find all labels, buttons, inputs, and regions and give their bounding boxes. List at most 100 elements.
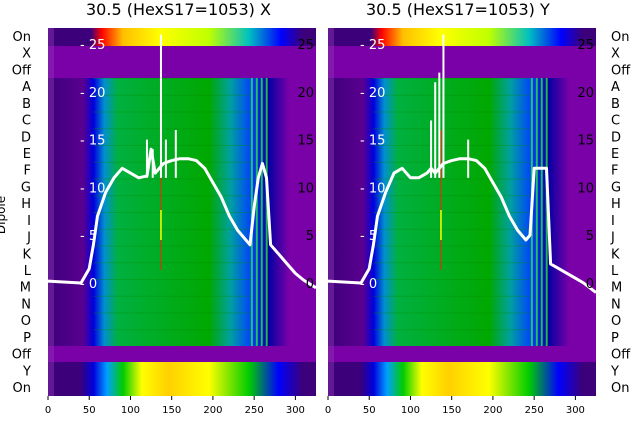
x-tick-label: 50 xyxy=(363,405,376,416)
row-stripe xyxy=(93,78,251,79)
row-stripe xyxy=(373,228,531,230)
y-tick-label: 10 xyxy=(297,181,314,196)
row-stripe xyxy=(93,312,251,314)
band-y-off xyxy=(48,46,316,78)
profile-line xyxy=(47,147,317,290)
y-tick-label-inner: - 25 xyxy=(360,38,385,53)
row-label: F xyxy=(24,164,31,179)
y-tick-label-inner: - 5 xyxy=(360,229,377,244)
row-stripe xyxy=(93,212,251,213)
row-label: C xyxy=(22,114,31,129)
x-tick-label: 200 xyxy=(203,405,222,416)
row-stripe xyxy=(93,94,251,96)
y-tick-label-inner: - 20 xyxy=(80,86,105,101)
row-stripe xyxy=(373,161,531,163)
x-tick-label: 300 xyxy=(566,405,585,416)
row-label: Y xyxy=(22,364,31,379)
band-y-off xyxy=(328,46,596,78)
row-label: L xyxy=(24,264,32,279)
band-dipoles xyxy=(48,78,316,346)
band-on-top xyxy=(328,28,596,46)
row-label: O xyxy=(21,314,31,329)
row-stripe xyxy=(93,329,251,331)
row-label: J xyxy=(610,231,615,246)
y-tick-label-inner: - 10 xyxy=(360,181,385,196)
row-stripe xyxy=(373,262,531,264)
row-stripe xyxy=(373,178,531,180)
row-label: X xyxy=(22,47,31,62)
row-label: On xyxy=(611,30,629,45)
row-stripe xyxy=(93,262,251,264)
x-tick-label: 250 xyxy=(525,405,544,416)
x-tick-label: 300 xyxy=(286,405,305,416)
row-label: A xyxy=(611,80,620,95)
row-stripe xyxy=(373,329,531,331)
row-label: M xyxy=(20,281,31,296)
row-label: I xyxy=(611,214,615,229)
row-label: Off xyxy=(12,348,32,363)
x-tick-label: 200 xyxy=(483,405,502,416)
y-tick-label-inner: - 25 xyxy=(80,38,105,53)
x-tick-label: 100 xyxy=(401,405,420,416)
y-tick-label: 15 xyxy=(577,134,594,149)
row-label: K xyxy=(22,247,31,262)
row-label: C xyxy=(611,114,620,129)
band-on-bottom xyxy=(328,362,596,396)
y-tick-label: 25 xyxy=(297,38,314,53)
row-label: B xyxy=(22,97,31,112)
row-stripe xyxy=(93,245,251,247)
row-label: H xyxy=(21,197,31,212)
row-stripe xyxy=(373,295,531,297)
y-tick-label: 5 xyxy=(306,229,314,244)
row-label: On xyxy=(13,381,31,396)
row-stripe xyxy=(93,145,251,146)
row-label: M xyxy=(611,281,622,296)
row-label: Off xyxy=(12,63,32,78)
y-tick-label: 20 xyxy=(577,86,594,101)
y-tick-label-inner: - 0 xyxy=(80,277,97,292)
row-stripe xyxy=(373,94,531,96)
band-on-top xyxy=(48,28,316,46)
row-label: G xyxy=(611,180,621,195)
x-tick-label: 50 xyxy=(83,405,96,416)
row-label: On xyxy=(611,381,629,396)
y-tick-label-inner: - 15 xyxy=(80,134,105,149)
row-stripe xyxy=(93,178,251,180)
row-label: E xyxy=(23,147,31,162)
row-label: E xyxy=(611,147,619,162)
bright-strip xyxy=(250,78,253,346)
row-stripe xyxy=(93,195,251,197)
bright-strip xyxy=(535,78,538,346)
bright-strip xyxy=(545,78,548,346)
row-label: Off xyxy=(611,63,631,78)
edge-strip xyxy=(48,28,54,396)
band-off-bottom xyxy=(328,346,596,362)
y-tick-label: 0 xyxy=(586,277,594,292)
row-label: D xyxy=(21,130,31,145)
row-label: D xyxy=(611,130,621,145)
row-label: L xyxy=(611,264,619,279)
row-label: F xyxy=(611,164,618,179)
profile-line xyxy=(327,157,597,294)
row-label: N xyxy=(21,297,31,312)
panel-y: 0 - 0 5 - 5 10 - 10 15 - 15 20 - 20 25 - 25 0 50 100 15… xyxy=(325,28,631,416)
row-label: J xyxy=(26,231,31,246)
y-tick-label-inner: - 10 xyxy=(80,181,105,196)
bright-strip xyxy=(255,78,258,346)
y-tick-label-inner: - 5 xyxy=(80,229,97,244)
row-stripe xyxy=(93,111,251,113)
x-tick-label: 250 xyxy=(245,405,264,416)
row-stripe xyxy=(373,111,531,113)
row-label: G xyxy=(21,180,31,195)
edge-strip xyxy=(328,28,334,396)
row-stripe xyxy=(373,279,531,280)
panel-y-title: 30.5 (HexS17=1053) Y xyxy=(366,0,550,19)
row-stripe xyxy=(373,145,531,146)
row-stripe xyxy=(93,295,251,297)
panel-x-title: 30.5 (HexS17=1053) X xyxy=(86,0,271,19)
row-label: P xyxy=(23,331,31,346)
band-dipoles xyxy=(328,78,596,346)
x-tick-label: 0 xyxy=(45,405,51,416)
row-label: X xyxy=(611,47,620,62)
